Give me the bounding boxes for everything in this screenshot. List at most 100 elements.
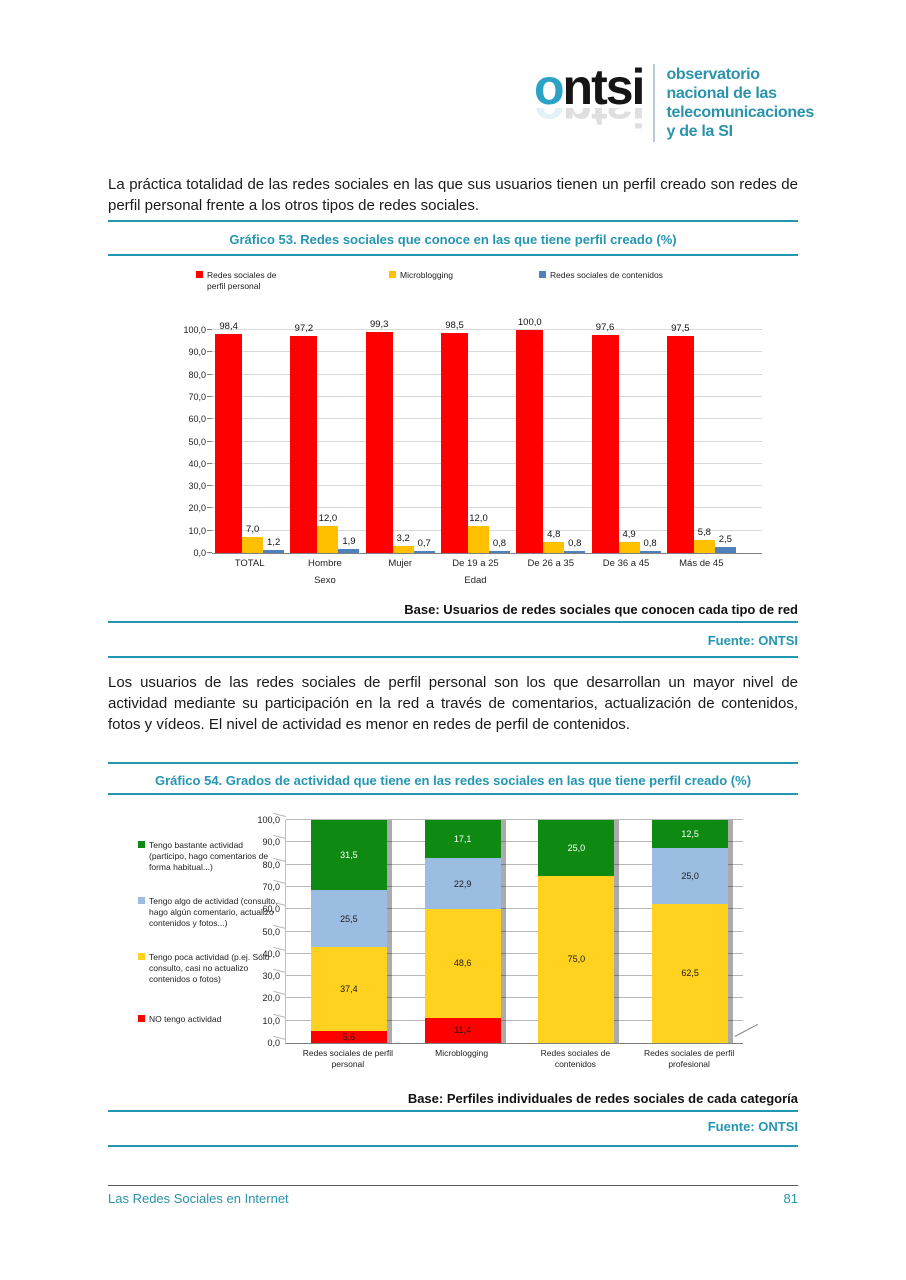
bar: 0,8 [564, 538, 586, 553]
brand-rest-letters: ntsi [562, 59, 646, 115]
x-axis-category-label: Redes sociales de contenidos [540, 1048, 611, 1070]
bar: 0,8 [639, 538, 661, 553]
bar: 12,0 [317, 513, 339, 553]
gridline [286, 952, 743, 954]
bar-groups: 5,6 37,4 25,5 31,5 11,4 48,6 22,9 17,1 75,0 25,0 6… [292, 820, 747, 1043]
x-axis-group-label [664, 575, 739, 586]
bar: 98,4 [215, 321, 243, 553]
bar: 99,3 [365, 319, 393, 553]
bar-group: 99,3 3,2 0,7 [363, 319, 438, 553]
segment-value-label: 12,5 [681, 828, 699, 839]
chart-53-plot-area: 98,4 7,0 1,2 97,2 12,0 1,9 99,3 3,2 0,7 98,5 12,0 0… [207, 317, 762, 554]
bar-value-label: 97,5 [671, 322, 690, 334]
bar: 97,5 [666, 323, 694, 553]
chart-54-source: Fuente: ONTSI [707, 1119, 798, 1134]
bar-group: 97,2 12,0 1,9 [287, 323, 362, 553]
footer-page-number: 81 [783, 1191, 798, 1206]
bar-group: 100,0 4,8 0,8 [513, 317, 588, 553]
gridline [286, 975, 743, 977]
bar-value-label: 0,8 [492, 538, 507, 550]
y-axis-tick-label: 60,0 [188, 414, 206, 425]
bar-value-label: 12,0 [469, 513, 488, 525]
gridline [286, 863, 743, 865]
bar-segment: 25,0 [538, 820, 615, 876]
bar-segment: 31,5 [310, 820, 387, 891]
x-axis-group-label [513, 575, 588, 586]
y-axis-tick-label: 50,0 [188, 436, 206, 447]
x-axis-category-label: De 36 a 45 [602, 558, 650, 569]
chart-54-base-note: Base: Perfiles individuales de redes soc… [407, 1091, 798, 1106]
segment-value-label: 48,6 [453, 958, 472, 969]
x-axis-category-label: De 26 a 35 [527, 558, 574, 569]
segment-value-label: 62,5 [681, 968, 699, 979]
chart-54-x-axis-labels: Redes sociales de perfil personal Microbl… [291, 1048, 746, 1070]
y-axis-tick-label: 90,0 [188, 347, 206, 358]
segment-value-label: 11,4 [454, 1025, 472, 1036]
legend-item: Tengo algo de actividad (consulto, hago … [138, 896, 280, 929]
bar-value-label: 98,5 [445, 320, 464, 332]
gridline [286, 819, 743, 820]
ontsi-wordmark: ontsi ontsi [534, 59, 646, 134]
legend-item: Microblogging [389, 270, 509, 281]
y-axis-tick-label: 20,0 [188, 503, 206, 514]
bar: 1,9 [338, 536, 360, 553]
page-footer: Las Redes Sociales en Internet 81 [108, 1191, 798, 1206]
logo-tagline: observatorio nacional de las telecomunic… [666, 66, 814, 140]
x-axis-group-label [588, 575, 663, 586]
y-axis-tick-label: 60,0 [262, 904, 280, 915]
stacked-bar: 5,6 37,4 25,5 31,5 [310, 820, 392, 1043]
bar: 97,6 [591, 322, 619, 553]
legend-label: Tengo bastante actividad (participo, hag… [149, 840, 269, 873]
bar-value-label: 3,2 [396, 532, 410, 544]
chart-53: Redes sociales de perfil personal Microbl… [108, 258, 798, 594]
bar: 100,0 [516, 317, 544, 553]
legend-label: Redes sociales de perfil personal [207, 270, 277, 292]
y-axis-tick-label: 50,0 [262, 926, 280, 937]
gridline [212, 418, 762, 420]
bar-segment: 37,4 [310, 947, 387, 1031]
bar-segment: 48,6 [424, 909, 501, 1018]
bar-value-label: 7,0 [246, 524, 260, 536]
x-axis-category-label: TOTAL [234, 558, 265, 569]
x-axis-category-label: De 19 a 25 [452, 558, 499, 569]
bar-value-label: 1,2 [267, 537, 281, 549]
stacked-bar: 75,0 25,0 [538, 820, 620, 1043]
body-paragraph: Los usuarios de las redes sociales de pe… [108, 674, 798, 733]
stacked-bar: 11,4 48,6 22,9 17,1 [424, 820, 506, 1043]
segment-value-label: 37,4 [340, 983, 358, 994]
bar: 97,2 [290, 323, 318, 553]
y-axis-tick-label: 40,0 [188, 458, 206, 469]
chart-54-y-axis-labels: 0,0 10,0 20,0 30,0 40,0 50,0 60,0 70,0 80,0 90,0 1… [226, 815, 280, 1048]
legend-item: Tengo poca actividad (p.ej. Sólo consult… [138, 952, 280, 985]
bar-3d-side-face [614, 820, 620, 1043]
divider-rule-teal [108, 1110, 798, 1112]
bar-value-label: 0,7 [417, 538, 431, 550]
bar-segment: 12,5 [652, 820, 729, 848]
x-axis-category-label: Redes sociales de perfil profesional [644, 1048, 735, 1070]
chart-53-source: Fuente: ONTSI [707, 633, 798, 648]
gridline [286, 885, 743, 887]
bar: 4,9 [618, 529, 640, 553]
y-axis-tick-label: 80,0 [262, 859, 280, 870]
chart-53-base-note: Base: Usuarios de redes sociales que con… [404, 602, 798, 617]
brand-accent-letter: o [534, 59, 565, 115]
bar-3d-side-face [728, 820, 734, 1043]
x-axis-group-label: Sexo [314, 575, 336, 586]
y-axis-tick-label: 100,0 [257, 815, 280, 825]
bar: 0,7 [413, 538, 435, 553]
divider-rule-teal [108, 656, 798, 658]
y-axis-tick-label: 30,0 [188, 481, 206, 492]
bar-group: 97,6 4,9 0,8 [588, 322, 663, 553]
divider-rule-teal [108, 254, 798, 256]
bar-value-label: 12,0 [318, 513, 338, 525]
bar-value-label: 4,9 [622, 529, 636, 541]
gridline [286, 997, 743, 999]
gridline [212, 373, 762, 375]
bar-value-label: 98,4 [219, 320, 238, 332]
chart-54-title: Gráfico 54. Grados de actividad que tien… [154, 773, 752, 788]
bar-segment: 75,0 [538, 875, 615, 1043]
legend-label: Tengo poca actividad (p.ej. Sólo consult… [149, 952, 270, 985]
segment-value-label: 75,0 [567, 954, 586, 965]
legend-swatch-icon [138, 841, 145, 848]
y-axis-tick-label: 0,0 [267, 1038, 280, 1048]
